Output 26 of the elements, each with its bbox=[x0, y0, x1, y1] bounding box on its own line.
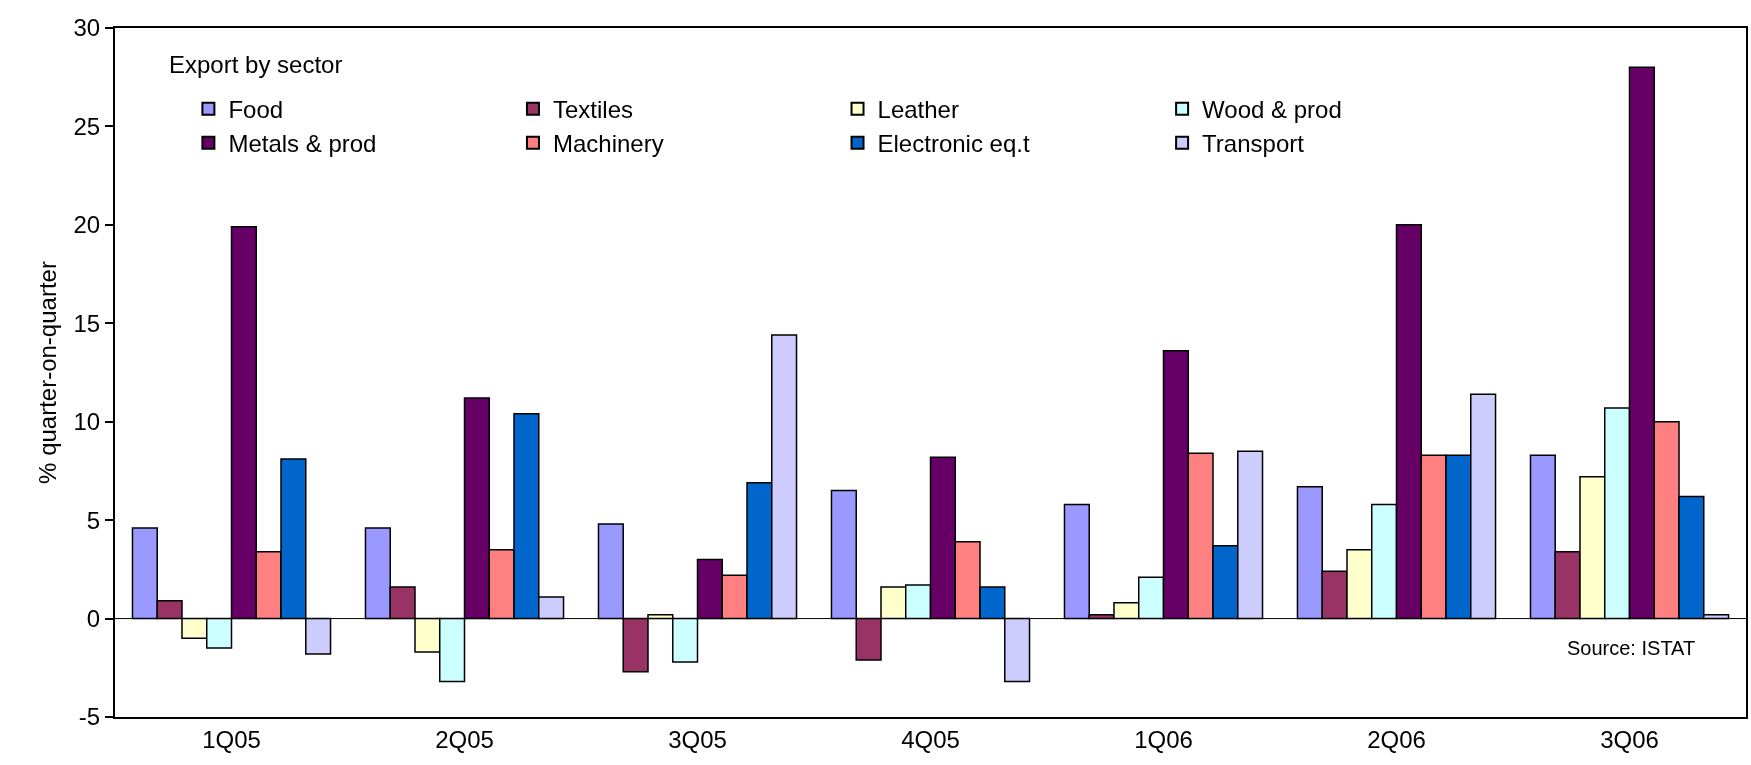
legend-label: Machinery bbox=[552, 130, 664, 158]
legend-label: Textiles bbox=[552, 96, 633, 124]
x-tick-label: 4Q05 bbox=[901, 725, 960, 753]
x-tick-label: 3Q06 bbox=[1600, 725, 1659, 753]
legend-label: Food bbox=[228, 96, 284, 124]
y-tick-label: -5 bbox=[78, 703, 101, 731]
annotation: Source: ISTAT bbox=[1567, 637, 1696, 659]
legend-label: Wood & prod bbox=[1202, 96, 1342, 124]
legend-title: Export by sector bbox=[169, 51, 343, 78]
y-axis-title: % quarter-on-quarter bbox=[34, 261, 62, 484]
y-tick-label: 0 bbox=[86, 604, 101, 632]
x-tick-label: 3Q05 bbox=[668, 725, 727, 753]
legend-label: Metals & prod bbox=[228, 130, 377, 158]
x-tick-label: 2Q06 bbox=[1367, 725, 1426, 753]
x-tick-label: 1Q05 bbox=[202, 725, 261, 753]
x-tick-label: 2Q05 bbox=[435, 725, 494, 753]
legend-label: Leather bbox=[877, 96, 959, 124]
y-tick-label: 30 bbox=[73, 14, 101, 42]
y-tick-label: 10 bbox=[73, 408, 101, 436]
legend-label: Electronic eq.t bbox=[877, 130, 1030, 158]
legend-label: Transport bbox=[1202, 130, 1305, 158]
y-tick-label: 15 bbox=[73, 309, 101, 337]
x-tick-label: 1Q06 bbox=[1134, 725, 1193, 753]
y-tick-label: 25 bbox=[73, 112, 101, 140]
y-tick-label: 5 bbox=[86, 506, 101, 534]
y-tick-label: 20 bbox=[73, 211, 101, 239]
